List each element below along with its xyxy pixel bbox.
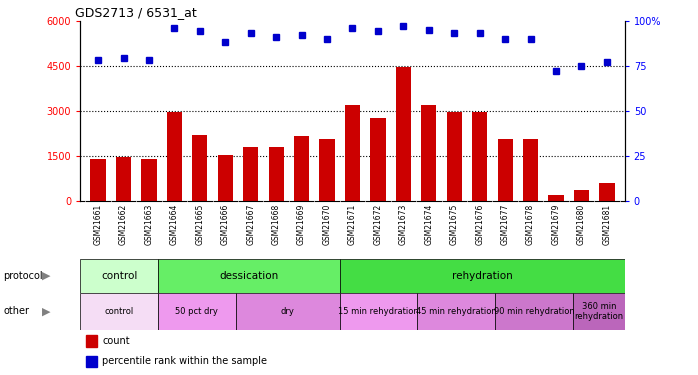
Text: GSM21661: GSM21661 xyxy=(94,204,103,245)
Bar xyxy=(600,183,614,201)
Text: GSM21666: GSM21666 xyxy=(221,204,230,245)
Bar xyxy=(447,112,462,201)
Bar xyxy=(574,190,589,201)
Bar xyxy=(192,135,207,201)
Text: dry: dry xyxy=(281,307,295,316)
Bar xyxy=(141,159,156,201)
Bar xyxy=(218,155,233,201)
Bar xyxy=(91,159,105,201)
Bar xyxy=(549,195,564,201)
Text: GSM21665: GSM21665 xyxy=(195,204,205,245)
Text: GSM21670: GSM21670 xyxy=(322,204,332,245)
Bar xyxy=(495,292,573,330)
Text: dessication: dessication xyxy=(219,271,279,280)
Text: GSM21681: GSM21681 xyxy=(602,204,611,245)
Text: GSM21679: GSM21679 xyxy=(551,204,560,245)
Text: other: other xyxy=(3,306,29,316)
Text: ▶: ▶ xyxy=(42,271,50,280)
Text: 90 min rehydration: 90 min rehydration xyxy=(493,307,574,316)
Text: GSM21676: GSM21676 xyxy=(475,204,484,245)
Bar xyxy=(86,335,96,346)
Bar xyxy=(339,292,417,330)
Bar xyxy=(417,292,495,330)
Bar xyxy=(371,118,385,201)
Bar xyxy=(339,259,625,292)
Bar xyxy=(498,139,513,201)
Text: GSM21669: GSM21669 xyxy=(297,204,306,245)
Text: GSM21663: GSM21663 xyxy=(144,204,154,245)
Text: GSM21671: GSM21671 xyxy=(348,204,357,245)
Text: GSM21677: GSM21677 xyxy=(500,204,510,245)
Text: control: control xyxy=(105,307,134,316)
Text: count: count xyxy=(102,336,130,346)
Text: GSM21664: GSM21664 xyxy=(170,204,179,245)
Bar xyxy=(345,105,360,201)
Bar xyxy=(158,259,339,292)
Bar xyxy=(269,147,284,201)
Bar xyxy=(236,292,339,330)
Text: GSM21680: GSM21680 xyxy=(577,204,586,245)
Text: 360 min
rehydration: 360 min rehydration xyxy=(574,302,623,321)
Bar xyxy=(86,356,96,367)
Bar xyxy=(421,105,436,201)
Text: GSM21672: GSM21672 xyxy=(373,204,383,245)
Text: 15 min rehydration: 15 min rehydration xyxy=(338,307,419,316)
Bar xyxy=(167,112,182,201)
Text: protocol: protocol xyxy=(3,271,43,280)
Text: GSM21668: GSM21668 xyxy=(272,204,281,245)
Text: 50 pct dry: 50 pct dry xyxy=(175,307,218,316)
Text: percentile rank within the sample: percentile rank within the sample xyxy=(102,356,267,366)
Bar xyxy=(396,67,411,201)
Text: 45 min rehydration: 45 min rehydration xyxy=(416,307,496,316)
Bar xyxy=(116,157,131,201)
Text: GSM21662: GSM21662 xyxy=(119,204,128,245)
Text: GDS2713 / 6531_at: GDS2713 / 6531_at xyxy=(75,6,197,20)
Bar xyxy=(320,139,334,201)
Text: control: control xyxy=(101,271,138,280)
Text: GSM21673: GSM21673 xyxy=(399,204,408,245)
Bar xyxy=(80,259,158,292)
Bar xyxy=(243,147,258,201)
Bar xyxy=(80,292,158,330)
Text: rehydration: rehydration xyxy=(452,271,512,280)
Text: GSM21674: GSM21674 xyxy=(424,204,433,245)
Bar xyxy=(523,139,538,201)
Text: ▶: ▶ xyxy=(42,306,50,316)
Text: GSM21678: GSM21678 xyxy=(526,204,535,245)
Bar xyxy=(294,136,309,201)
Bar xyxy=(573,292,625,330)
Text: GSM21675: GSM21675 xyxy=(450,204,459,245)
Bar xyxy=(472,112,487,201)
Bar xyxy=(158,292,236,330)
Text: GSM21667: GSM21667 xyxy=(246,204,255,245)
